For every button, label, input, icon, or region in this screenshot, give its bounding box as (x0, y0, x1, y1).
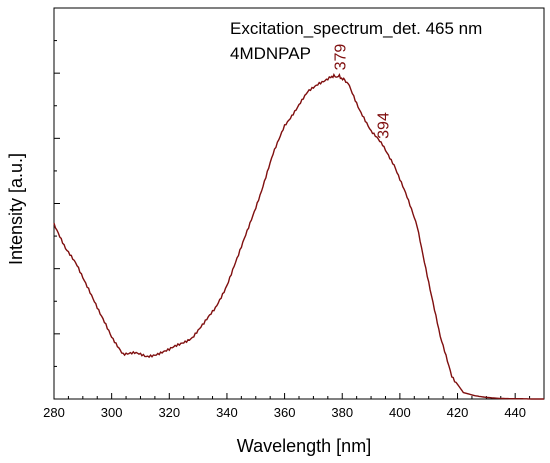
x-tick-label: 340 (216, 405, 238, 420)
x-tick-label: 440 (504, 405, 526, 420)
y-axis-label: Intensity [a.u.] (6, 153, 26, 265)
peak-label: 379 (332, 44, 349, 71)
legend-line-2: 4MDNPAP (230, 44, 311, 63)
x-tick-label: 360 (274, 405, 296, 420)
x-tick-label: 320 (158, 405, 180, 420)
plot-frame (53, 7, 545, 400)
x-axis-label: Wavelength [nm] (237, 436, 371, 456)
x-tick-label: 420 (447, 405, 469, 420)
x-tick-label: 300 (101, 405, 123, 420)
peak-label: 394 (376, 112, 393, 139)
x-tick-label: 280 (43, 405, 65, 420)
x-tick-label: 400 (389, 405, 411, 420)
x-tick-label: 380 (331, 405, 353, 420)
spectrum-line (53, 72, 544, 400)
legend-line-1: Excitation_spectrum_det. 465 nm (230, 19, 482, 38)
